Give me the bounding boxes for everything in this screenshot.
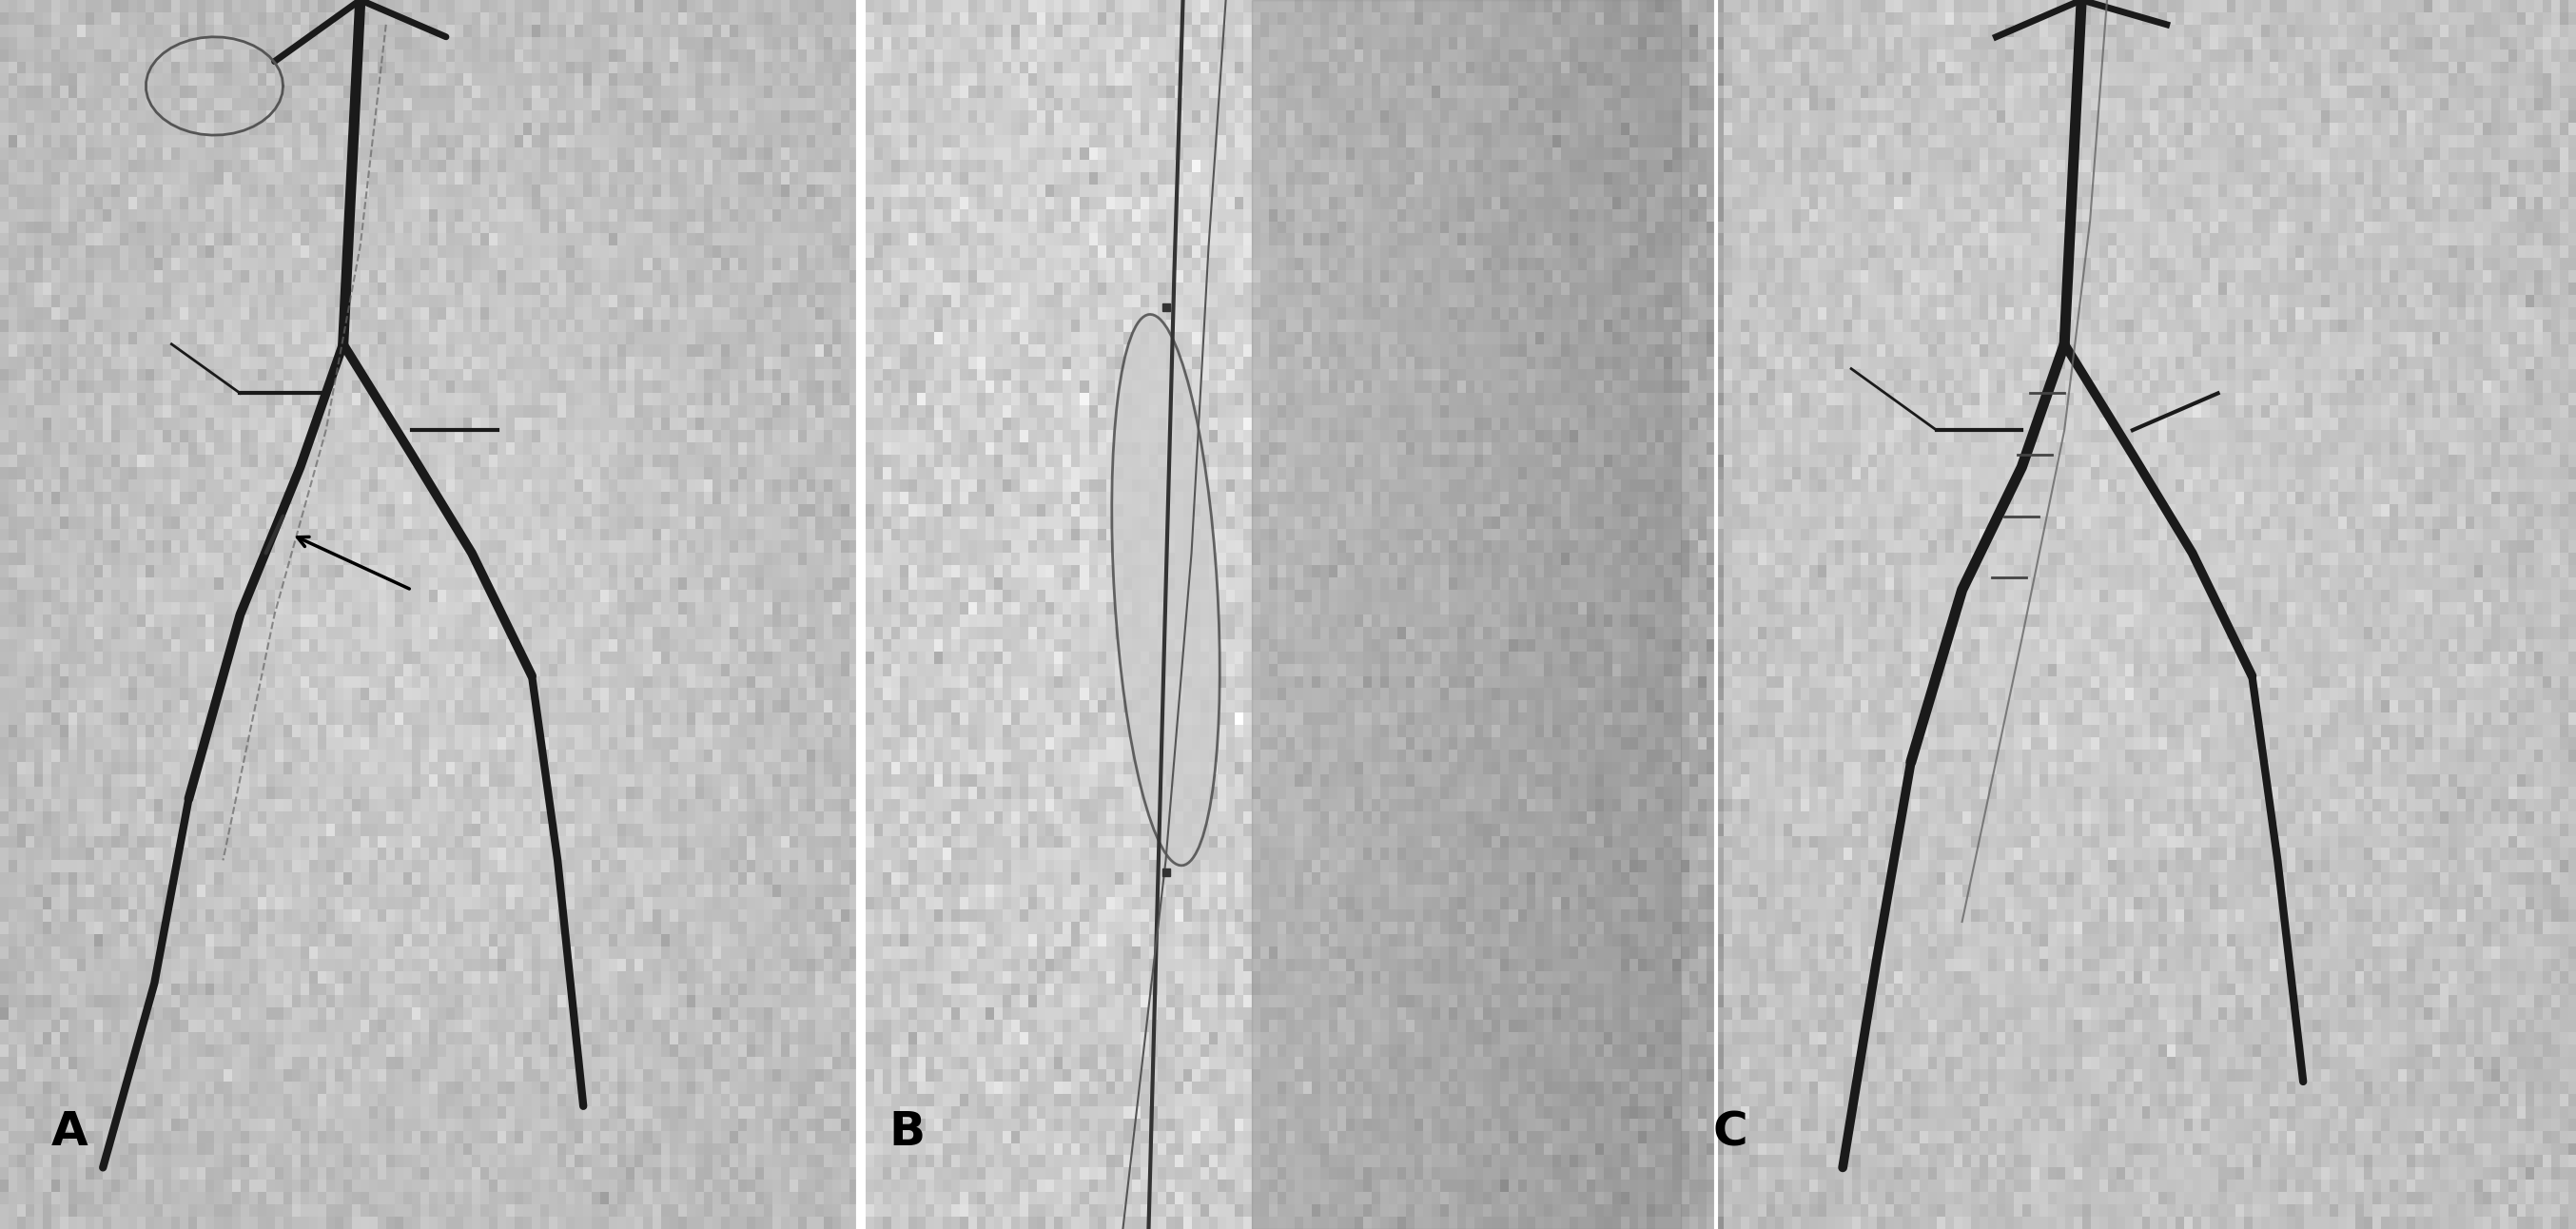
Text: C: C xyxy=(1713,1110,1749,1155)
Text: B: B xyxy=(889,1110,925,1155)
Text: A: A xyxy=(52,1110,88,1155)
Ellipse shape xyxy=(1113,315,1218,865)
Polygon shape xyxy=(1252,0,1680,1229)
